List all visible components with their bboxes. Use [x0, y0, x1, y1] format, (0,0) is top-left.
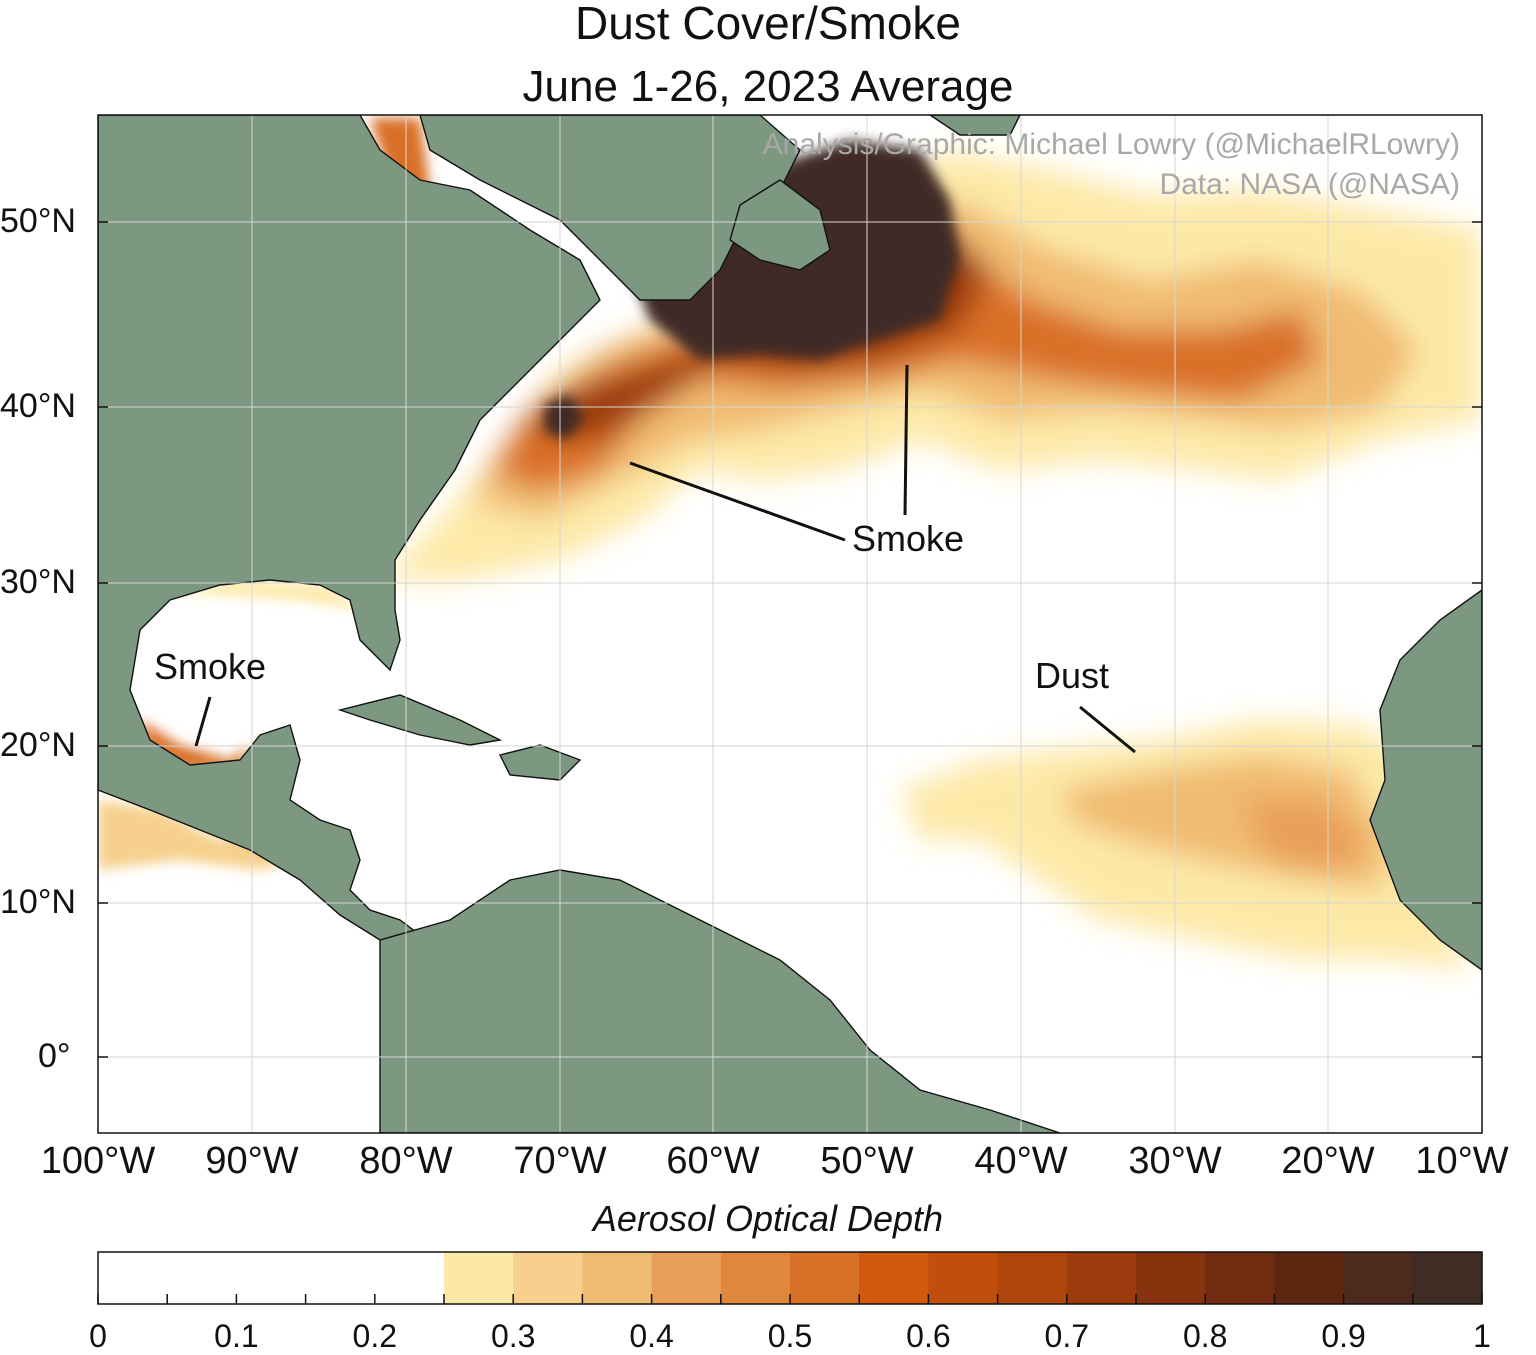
newfoundland	[729, 179, 831, 271]
colorbar-cell	[720, 1252, 791, 1304]
colorbar-cell	[374, 1252, 445, 1304]
lat-label-0: 0°	[38, 1037, 71, 1075]
colorbar-tick-label: 0.9	[1321, 1318, 1366, 1354]
colorbar-cell	[305, 1252, 376, 1304]
colorbar-cell	[513, 1252, 583, 1304]
smoke-leader-north	[903, 364, 909, 516]
lon-label-90w: 90°W	[205, 1140, 299, 1182]
south-america	[379, 869, 1061, 1133]
axis-ticks	[98, 221, 1482, 1058]
colorbar-cell	[997, 1252, 1068, 1304]
lon-label-60w: 60°W	[666, 1140, 760, 1182]
colorbar-cell	[1136, 1252, 1206, 1304]
gulf-smoke-leader	[194, 696, 212, 747]
lon-label-40w: 40°W	[974, 1140, 1068, 1182]
lon-label-100w: 100°W	[40, 1140, 156, 1182]
colorbar-cell	[1066, 1252, 1137, 1304]
credit-data: Data: NASA (@NASA)	[1159, 168, 1460, 201]
annotation-smoke-gulf: Smoke	[154, 646, 267, 687]
lon-label-70w: 70°W	[513, 1140, 607, 1182]
colorbar-title: Aerosol Optical Depth	[592, 1198, 944, 1239]
credit-analysis: Analysis/Graphic: Michael Lowry (@Michae…	[762, 128, 1460, 161]
map-subtitle: June 1-26, 2023 Average	[522, 62, 1014, 111]
colorbar-tick-label: 0.7	[1044, 1318, 1090, 1354]
colorbar	[97, 1251, 1483, 1305]
cuba	[337, 694, 503, 746]
lon-label-30w: 30°W	[1128, 1140, 1222, 1182]
colorbar-cell	[1412, 1252, 1483, 1304]
colorbar-cell	[790, 1252, 860, 1304]
labrador	[419, 115, 801, 301]
map-frame	[97, 114, 1483, 1134]
lat-label-10n: 10°N	[0, 883, 76, 921]
lat-label-30n: 30°N	[0, 563, 76, 601]
colorbar-tick-label: 0.2	[352, 1318, 398, 1354]
colorbar-tick-label: 0.6	[906, 1318, 951, 1354]
lat-label-20n: 20°N	[0, 726, 76, 764]
annotation-dust: Dust	[1035, 655, 1110, 696]
colorbar-tick-label: 0.5	[767, 1318, 813, 1354]
colorbar-cell	[167, 1252, 237, 1304]
lat-label-50n: 50°N	[0, 202, 76, 240]
dust-plume-core	[1240, 800, 1370, 870]
annotation-lines	[194, 364, 1136, 754]
colorbar-tick-label: 0.4	[629, 1318, 674, 1354]
dust-leader	[1079, 705, 1136, 754]
colorbar-cell	[859, 1252, 929, 1304]
colorbar-cell	[928, 1252, 999, 1304]
colorbar-tick-label: 0.8	[1182, 1318, 1228, 1354]
map-title: Dust Cover/Smoke	[574, 0, 961, 49]
lon-label-20w: 20°W	[1281, 1140, 1375, 1182]
colorbar-cell	[1205, 1252, 1275, 1304]
colorbar-cell	[98, 1252, 168, 1304]
graticule	[98, 115, 1482, 1133]
smoke-core-west	[545, 395, 585, 440]
colorbar-tick-label: 0	[89, 1318, 107, 1354]
lat-label-40n: 40°N	[0, 387, 76, 425]
colorbar-cell	[651, 1252, 722, 1304]
colorbar-cell	[236, 1252, 307, 1304]
annotation-smoke-atlantic: Smoke	[852, 518, 965, 559]
colorbar-cell	[1274, 1252, 1345, 1304]
colorbar-cell	[1343, 1252, 1414, 1304]
greenland	[928, 115, 1021, 136]
lon-label-10w: 10°W	[1415, 1140, 1509, 1182]
colorbar-tick-label: 0.1	[214, 1318, 259, 1354]
smoke-leader-west	[629, 461, 846, 542]
colorbar-tick-label: 0.3	[490, 1318, 536, 1354]
lon-label-50w: 50°W	[820, 1140, 914, 1182]
africa	[1369, 589, 1482, 971]
colorbar-cell	[444, 1252, 514, 1304]
colorbar-tick-label: 1	[1473, 1318, 1491, 1354]
smoke-plume-orange	[490, 240, 1320, 490]
colorbar-cell	[582, 1252, 653, 1304]
land-masses	[98, 115, 1482, 1133]
lon-label-80w: 80°W	[359, 1140, 453, 1182]
